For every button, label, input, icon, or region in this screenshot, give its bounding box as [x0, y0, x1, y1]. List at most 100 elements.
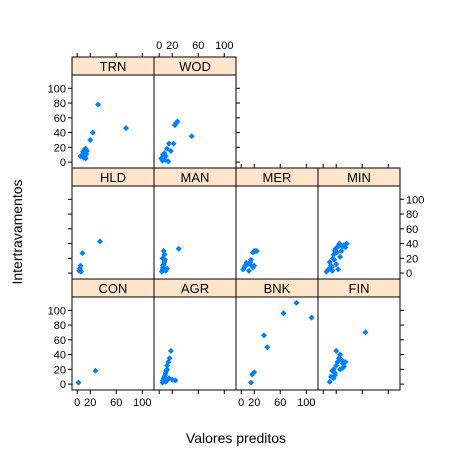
- y-tick-label: 60: [54, 335, 66, 347]
- x-tick-label: 60: [192, 40, 204, 52]
- data-point-hld: [77, 262, 84, 269]
- data-point-bnk: [293, 299, 300, 306]
- data-point-fin: [337, 351, 344, 358]
- y-tick-label: 40: [406, 239, 418, 251]
- data-point-mer: [253, 247, 260, 254]
- data-point-bnk: [251, 369, 258, 376]
- data-point-hld: [96, 238, 103, 245]
- data-point-wod: [165, 140, 172, 147]
- data-point-bnk: [260, 332, 267, 339]
- data-point-trn: [89, 129, 96, 136]
- data-point-trn: [82, 145, 89, 152]
- panel-fin: [317, 296, 401, 391]
- strip-label: AGR: [181, 281, 209, 296]
- data-point-man: [164, 265, 171, 272]
- data-point-min: [335, 266, 342, 273]
- y-tick-label: 100: [406, 194, 424, 206]
- data-point-wod: [167, 148, 174, 155]
- data-point-trn: [80, 154, 87, 161]
- y-axis-title: Intertravamentos: [9, 179, 25, 284]
- strip-label: WOD: [179, 59, 211, 74]
- data-point-min: [338, 247, 345, 254]
- data-point-man: [160, 247, 167, 254]
- data-point-trn: [87, 136, 94, 143]
- panel-bnk: [235, 296, 319, 391]
- x-axis-title: Valores preditos: [186, 430, 286, 446]
- y-tick-label: 20: [54, 142, 66, 154]
- strip-label: HLD: [100, 170, 126, 185]
- data-point-man: [161, 251, 168, 258]
- data-point-min: [337, 253, 344, 260]
- x-tick-label: 60: [274, 397, 286, 409]
- x-tick-label: 0: [74, 397, 80, 409]
- data-point-mer: [246, 267, 253, 274]
- x-tick-label: 100: [133, 397, 151, 409]
- y-tick-label: 60: [406, 224, 418, 236]
- data-point-wod: [174, 118, 181, 125]
- data-point-min: [343, 240, 350, 247]
- data-point-fin: [342, 358, 349, 365]
- data-point-bnk: [308, 314, 315, 321]
- data-point-agr: [167, 347, 174, 354]
- data-point-wod: [164, 145, 171, 152]
- data-point-agr: [172, 377, 179, 384]
- data-point-mer: [247, 256, 254, 263]
- data-point-min: [333, 261, 340, 268]
- data-point-trn: [123, 125, 130, 132]
- strip-label: MAN: [181, 170, 210, 185]
- data-point-fin: [362, 329, 369, 336]
- data-point-min: [333, 249, 340, 256]
- strip-label: MIN: [347, 170, 371, 185]
- x-tick-label: 20: [248, 397, 260, 409]
- x-tick-label: 20: [166, 40, 178, 52]
- data-point-mer: [251, 262, 258, 269]
- y-tick-label: 80: [406, 209, 418, 221]
- x-tick-label: 100: [215, 40, 233, 52]
- data-point-bnk: [280, 310, 287, 317]
- data-point-bnk: [247, 379, 254, 386]
- data-point-bnk: [264, 344, 271, 351]
- y-tick-label: 20: [54, 364, 66, 376]
- data-point-con: [92, 367, 99, 374]
- panel-hld: [71, 185, 155, 280]
- data-point-con: [75, 379, 82, 386]
- strip-label: BNK: [264, 281, 291, 296]
- data-point-wod: [165, 158, 172, 165]
- x-tick-label: 100: [297, 397, 315, 409]
- data-point-hld: [78, 268, 85, 275]
- data-point-man: [175, 245, 182, 252]
- y-tick-label: 100: [48, 305, 66, 317]
- x-tick-label: 20: [84, 397, 96, 409]
- strip-label: FIN: [349, 281, 370, 296]
- data-point-min: [331, 256, 338, 263]
- panel-con: [71, 296, 155, 391]
- data-point-min: [328, 264, 335, 271]
- data-point-wod: [162, 153, 169, 160]
- y-tick-label: 40: [54, 128, 66, 140]
- panel-man: [153, 185, 237, 280]
- data-point-hld: [79, 250, 86, 257]
- data-point-agr: [164, 366, 171, 373]
- x-tick-label: 60: [110, 397, 122, 409]
- strip-label: MER: [263, 170, 292, 185]
- data-point-wod: [188, 133, 195, 140]
- y-tick-label: 0: [60, 157, 66, 169]
- data-point-agr: [166, 355, 173, 362]
- x-tick-label: 0: [238, 397, 244, 409]
- y-tick-label: 20: [406, 253, 418, 265]
- data-points: [75, 101, 369, 386]
- y-tick-label: 40: [54, 350, 66, 362]
- data-point-min: [329, 267, 336, 274]
- data-point-wod: [170, 140, 177, 147]
- panel-frames: TRN WOD HLD MAN MER MIN CON AGR BNK FIN 0 20 40 60 80 1…: [48, 40, 425, 409]
- data-point-trn: [95, 101, 102, 108]
- y-tick-label: 100: [48, 83, 66, 95]
- y-tick-label: 60: [54, 113, 66, 125]
- data-point-fin: [326, 378, 333, 385]
- data-point-fin: [339, 364, 346, 371]
- y-tick-label: 0: [60, 379, 66, 391]
- x-tick-label: 0: [156, 40, 162, 52]
- data-point-min: [336, 240, 343, 247]
- y-tick-label: 0: [406, 268, 412, 280]
